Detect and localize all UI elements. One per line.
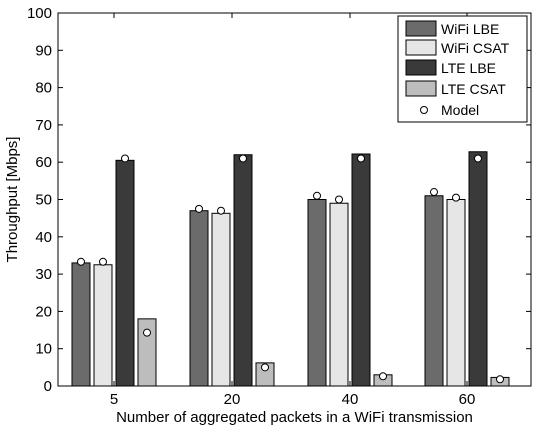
bar-wifi-lbe [71,262,91,387]
model-marker [121,154,129,163]
x-tick-label: 20 [224,391,241,408]
model-marker [239,154,247,163]
bar-wifi-csat [446,199,466,387]
legend-swatch-wifi-lbe [405,20,437,37]
bar-wifi-lbe [307,199,327,387]
model-marker [313,191,321,200]
model-marker [357,154,365,163]
legend-swatch-lte-lbe [405,59,437,76]
bars-layer [71,151,510,387]
x-tick-label: 5 [110,391,118,408]
y-tick-label: 50 [35,192,52,209]
model-marker [99,257,107,266]
y-tick-label: 100 [27,5,52,22]
bar-lte-lbe [351,153,371,387]
model-marker [379,372,387,381]
y-tick-label: 40 [35,229,52,246]
legend-label-wifi-lbe: WiFi LBE [441,21,499,37]
legend-marker-model [420,106,428,114]
bar-wifi-lbe [424,195,444,387]
x-tick-label: 60 [459,391,476,408]
legend-label-model: Model [441,102,479,118]
model-marker [474,154,482,163]
legend-label-lte-lbe: LTE LBE [441,60,496,76]
legend-swatch-lte-csat [405,80,437,97]
bar-wifi-csat [211,212,231,387]
y-tick-label: 0 [44,378,52,395]
legend-label-wifi-csat: WiFi CSAT [441,40,510,56]
y-tick-label: 60 [35,154,52,171]
y-tick-label: 80 [35,80,52,97]
model-marker [143,328,151,337]
y-tick-label: 10 [35,341,52,358]
model-markers-layer [77,154,504,384]
y-tick-label: 90 [35,42,52,59]
bar-lte-lbe [468,151,488,387]
x-tick-label: 40 [342,391,359,408]
bar-wifi-csat [329,202,349,387]
bar-lte-lbe [115,159,135,387]
bar-wifi-lbe [189,210,209,387]
model-marker [496,375,504,384]
y-axis-label: Throughput [Mbps] [4,137,21,263]
bar-wifi-csat [93,264,113,387]
model-marker [77,257,85,266]
model-marker [430,188,438,197]
model-marker [261,363,269,372]
legend-label-lte-csat: LTE CSAT [441,81,506,97]
model-marker [452,193,460,202]
bar-lte-lbe [233,154,253,387]
y-ticks: 0 10 20 30 40 50 60 70 80 90 100 [27,5,531,395]
y-tick-label: 70 [35,117,52,134]
model-marker [335,195,343,204]
model-marker [217,206,225,215]
legend: WiFi LBE WiFi CSAT LTE LBE LTE CSAT Mode… [397,15,528,123]
y-tick-label: 20 [35,303,52,320]
y-tick-label: 30 [35,266,52,283]
model-marker [195,204,203,213]
x-axis-label: Number of aggregated packets in a WiFi t… [116,409,473,426]
x-ticks: 5 20 40 60 [110,13,476,408]
legend-swatch-wifi-csat [405,39,437,56]
